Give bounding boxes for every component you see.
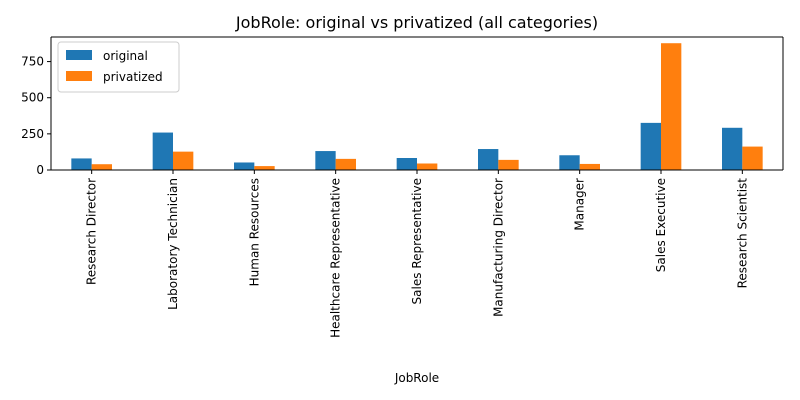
y-tick-label: 500 <box>21 91 44 105</box>
bar-privatized-6 <box>498 159 519 170</box>
bar-original-9 <box>722 127 743 170</box>
bar-privatized-1 <box>91 164 112 170</box>
legend-label-privatized: privatized <box>103 70 163 84</box>
bar-privatized-8 <box>661 43 682 170</box>
legend-swatch-original <box>66 50 92 60</box>
bar-privatized-3 <box>254 166 275 170</box>
x-tick-label: Human Resources <box>247 178 261 286</box>
y-tick-label: 0 <box>36 163 44 177</box>
bar-original-8 <box>640 122 661 170</box>
y-tick-label: 750 <box>21 55 44 69</box>
bar-original-7 <box>559 155 580 170</box>
x-tick-label: Healthcare Representative <box>329 178 343 338</box>
bar-privatized-5 <box>417 163 438 170</box>
bar-original-3 <box>234 162 255 170</box>
bar-original-4 <box>315 151 336 170</box>
bar-original-5 <box>396 158 417 170</box>
bar-original-6 <box>478 149 499 170</box>
legend: original privatized <box>57 41 180 93</box>
bar-privatized-4 <box>335 158 356 170</box>
x-tick-label: Research Director <box>85 178 99 285</box>
chart-title: JobRole: original vs privatized (all cat… <box>235 13 598 32</box>
x-tick-label: Sales Executive <box>654 178 668 272</box>
bar-original-2 <box>152 132 173 170</box>
plot-area: 0 250 500 750 Research Director Laboratory Te… <box>21 36 784 338</box>
x-tick-label: Research Scientist <box>735 178 749 289</box>
x-tick-label: Laboratory Technician <box>166 178 180 310</box>
y-tick-label: 250 <box>21 127 44 141</box>
x-tick-label: Sales Representative <box>410 178 424 304</box>
legend-label-original: original <box>103 49 148 63</box>
x-axis-label: JobRole <box>394 371 439 385</box>
bar-original-1 <box>71 158 92 170</box>
legend-swatch-privatized <box>66 71 92 81</box>
bar-privatized-2 <box>173 151 194 170</box>
bar-privatized-9 <box>742 146 763 170</box>
x-tick-label: Manufacturing Director <box>491 178 505 317</box>
x-tick-label: Manager <box>573 178 587 231</box>
bar-privatized-7 <box>579 163 600 170</box>
